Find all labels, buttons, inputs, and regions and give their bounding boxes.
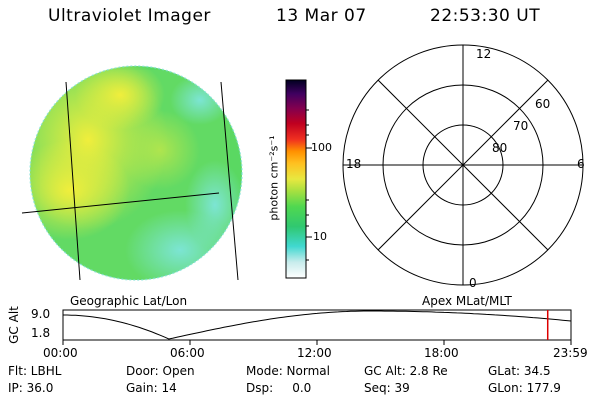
mlt-label-0: 0 bbox=[469, 276, 477, 290]
sequence-status: Seq: 39 bbox=[364, 381, 410, 395]
colorbar-tick-label: 10 bbox=[313, 230, 327, 243]
geo-meridian-line bbox=[220, 81, 239, 281]
mlat-label-70: 70 bbox=[513, 119, 529, 133]
apex-grid-caption: Apex MLat/MLT bbox=[422, 294, 512, 308]
dsp-status: Dsp: 0.0 bbox=[246, 381, 312, 395]
orbit-y-title: GC Alt bbox=[7, 306, 21, 344]
mlat-label-60: 60 bbox=[535, 97, 551, 111]
gc-altitude-status: GC Alt: 2.8 Re bbox=[364, 364, 448, 378]
colorbar-tick-label: 100 bbox=[311, 141, 332, 154]
time-display: 22:53:30 UT bbox=[430, 6, 541, 26]
gain-status: Gain: 14 bbox=[126, 381, 177, 395]
app-title: Ultraviolet Imager bbox=[48, 6, 211, 26]
orbit-y-tick: 1.8 bbox=[31, 326, 51, 340]
mlt-label-6: 6 bbox=[577, 157, 585, 171]
orbit-x-tick: 18:00 bbox=[424, 346, 459, 360]
orbit-x-tick: 06:00 bbox=[170, 346, 205, 360]
date-display: 13 Mar 07 bbox=[276, 6, 367, 26]
door-status: Door: Open bbox=[126, 364, 195, 378]
filter-status: Flt: LBHL bbox=[8, 364, 62, 378]
colorbar-unit-label: photon cm⁻²s⁻¹ bbox=[267, 135, 281, 221]
geo-grid-caption: Geographic Lat/Lon bbox=[70, 294, 188, 308]
orbit-x-tick: 23:59 bbox=[553, 346, 588, 360]
mlt-label-12: 12 bbox=[476, 47, 492, 61]
uv-earth-image bbox=[21, 65, 243, 281]
ip-status: IP: 36.0 bbox=[8, 381, 54, 395]
color-scale-bar bbox=[285, 79, 312, 279]
geo-parallel-line bbox=[21, 192, 220, 214]
geo-meridian-line bbox=[65, 81, 81, 281]
orbit-altitude-curve bbox=[63, 310, 572, 340]
polar-mlt-plot bbox=[342, 44, 584, 286]
orbit-x-tick: 00:00 bbox=[43, 346, 78, 360]
orbit-y-tick: 9.0 bbox=[31, 307, 51, 321]
mlt-label-18: 18 bbox=[346, 157, 362, 171]
mode-status: Mode: Normal bbox=[246, 364, 330, 378]
mlat-label-80: 80 bbox=[492, 141, 508, 155]
orbit-x-tick: 12:00 bbox=[297, 346, 332, 360]
orbit-altitude-panel bbox=[62, 309, 572, 345]
glat-status: GLat: 34.5 bbox=[488, 364, 551, 378]
glon-status: GLon: 177.9 bbox=[488, 381, 561, 395]
